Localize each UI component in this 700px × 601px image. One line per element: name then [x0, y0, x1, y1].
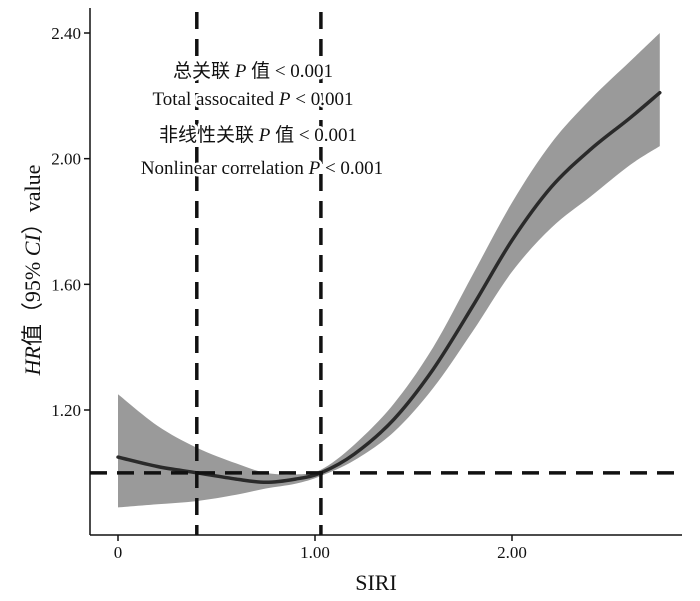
- x-tick-label: 2.00: [497, 543, 527, 562]
- confidence-band-0: [118, 33, 660, 508]
- x-tick-label: 0: [114, 543, 123, 562]
- annotation-text: Total assocaited P < 0.001: [153, 89, 354, 110]
- annotation-text: 总关联 P 值 < 0.001: [173, 60, 333, 82]
- y-tick-label: 1.20: [51, 401, 81, 420]
- annotation-halo: Nonlinear correlation P < 0.001: [141, 158, 383, 179]
- annotation-halo: 总关联 P 值 < 0.001: [173, 60, 333, 82]
- hr-spline-line-0: [116, 90, 662, 485]
- y-axis-title: HR值（95% CI）value: [20, 165, 45, 377]
- y-tick-label: 2.40: [51, 24, 81, 43]
- annotation-halo: 非线性关联 P 值 < 0.001: [159, 124, 357, 146]
- annotation-text: Nonlinear correlation P < 0.001: [141, 158, 383, 179]
- x-tick-label: 1.00: [300, 543, 330, 562]
- annotation-line-3: Nonlinear correlation P < 0.001Nonlinear…: [138, 156, 385, 182]
- annotation-text: 非线性关联 P 值 < 0.001: [159, 124, 357, 146]
- y-tick-label: 1.60: [51, 275, 81, 294]
- y-tick-label: 2.00: [51, 150, 81, 169]
- annotation-halo: Total assocaited P < 0.001: [153, 89, 354, 110]
- plot-area: [90, 12, 682, 535]
- x-axis-title: SIRI: [355, 570, 397, 595]
- axes: 1.20 1.60 2.00 2.40 0 1.00 2.00 SIRI HR值（95% CI）…: [20, 8, 682, 595]
